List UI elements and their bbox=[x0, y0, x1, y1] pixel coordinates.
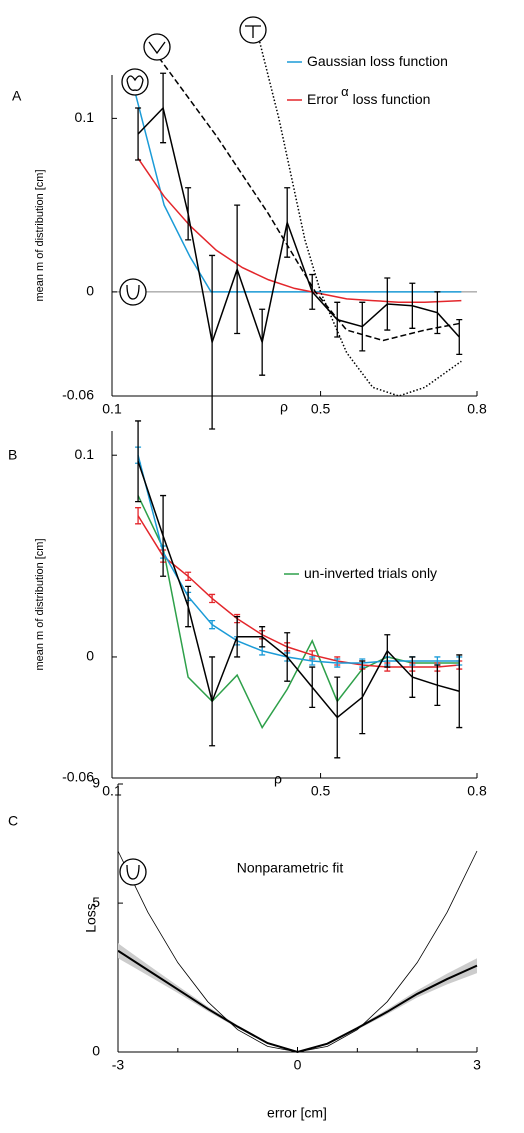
icon-shape bbox=[126, 75, 144, 91]
error-bar bbox=[334, 301, 341, 338]
icon bbox=[119, 858, 147, 886]
x-tick-label: 0.1 bbox=[102, 401, 122, 417]
panel-label: B bbox=[8, 447, 17, 463]
legend-label: un-inverted trials only bbox=[304, 565, 437, 581]
y-tick-label: -0.06 bbox=[62, 769, 94, 785]
error-bar bbox=[259, 626, 266, 648]
panel-label: A bbox=[12, 88, 22, 104]
legend-label: Error α loss function bbox=[307, 84, 430, 106]
icon bbox=[119, 278, 147, 306]
error-bar bbox=[234, 204, 241, 335]
error-bar bbox=[309, 656, 316, 666]
y-tick-label: 0 bbox=[86, 648, 94, 664]
error-bar bbox=[160, 72, 167, 144]
icon bbox=[143, 33, 171, 61]
error-bar bbox=[209, 593, 216, 604]
error-bar bbox=[135, 420, 142, 503]
x-tick-label: 0.5 bbox=[311, 783, 331, 799]
error-bar bbox=[209, 254, 216, 430]
legend-text: un-inverted trials only bbox=[304, 565, 437, 581]
series-line bbox=[137, 157, 462, 304]
series-line bbox=[137, 455, 460, 664]
panel-label: C bbox=[8, 813, 18, 829]
series-line bbox=[158, 57, 462, 342]
y-tick-label: 0 bbox=[86, 283, 94, 299]
y-axis-label: Loss bbox=[83, 903, 99, 933]
error-bar bbox=[309, 273, 316, 310]
error-bar bbox=[135, 507, 142, 525]
error-bar bbox=[334, 676, 341, 759]
x-tick-label: -3 bbox=[112, 1057, 125, 1073]
chart-title: Nonparametric fit bbox=[237, 860, 344, 876]
x-tick-label: 3 bbox=[473, 1057, 481, 1073]
error-bar bbox=[234, 615, 241, 658]
icon-shape bbox=[126, 284, 140, 300]
error-bar bbox=[359, 301, 366, 352]
icon bbox=[121, 68, 149, 96]
x-tick-label: 0.8 bbox=[467, 783, 487, 799]
error-bar bbox=[409, 282, 416, 329]
error-bar bbox=[284, 632, 291, 682]
y-tick-label: 0.1 bbox=[75, 109, 95, 125]
error-bar bbox=[309, 666, 316, 709]
x-axis-label: error [cm] bbox=[267, 1105, 327, 1121]
series-line bbox=[137, 106, 460, 346]
x-tick-label: 0.8 bbox=[467, 401, 487, 417]
legend-text: Gaussian loss function bbox=[307, 53, 448, 69]
error-bar bbox=[284, 187, 291, 258]
x-axis-label: ρ bbox=[280, 399, 288, 415]
icon-shape bbox=[126, 864, 140, 880]
error-bar bbox=[185, 585, 192, 628]
x-tick-label: 0.1 bbox=[102, 783, 122, 799]
series-line bbox=[137, 515, 460, 668]
x-tick-label: 0.5 bbox=[311, 401, 331, 417]
error-bar bbox=[185, 187, 192, 241]
error-bar bbox=[359, 660, 366, 735]
series-line bbox=[117, 949, 478, 1054]
error-bar bbox=[409, 656, 416, 698]
confidence-band bbox=[118, 943, 477, 1052]
series-line bbox=[257, 34, 462, 397]
error-bar bbox=[334, 658, 341, 668]
series-line bbox=[137, 461, 460, 719]
y-tick-label: 0.1 bbox=[75, 446, 95, 462]
legend-superscript: α bbox=[341, 84, 349, 99]
y-tick-label: 0 bbox=[92, 1043, 100, 1059]
error-bar bbox=[259, 308, 266, 376]
icons bbox=[119, 16, 267, 886]
x-tick-label: 0 bbox=[294, 1057, 302, 1073]
series-line bbox=[117, 850, 478, 1053]
error-bar bbox=[456, 654, 463, 729]
error-bar bbox=[456, 319, 463, 356]
error-bar bbox=[160, 494, 167, 577]
legend-text: loss function bbox=[353, 91, 431, 107]
legend-text: Error bbox=[307, 91, 338, 107]
series-line bbox=[132, 83, 462, 293]
error-bar bbox=[185, 571, 192, 581]
x-axis-label: ρ bbox=[274, 771, 282, 787]
y-axis-label: mean m of distribution [cm] bbox=[34, 538, 46, 670]
legend-label: Gaussian loss function bbox=[307, 53, 448, 69]
y-tick-label: 9 bbox=[92, 775, 100, 791]
y-axis-label: mean m of distribution [cm] bbox=[34, 169, 46, 301]
icon-shape bbox=[245, 25, 261, 38]
y-tick-label: -0.06 bbox=[62, 387, 94, 403]
error-bar bbox=[434, 291, 441, 335]
error-bar bbox=[209, 619, 216, 630]
error-bar bbox=[434, 664, 441, 707]
y-tick-label: 5 bbox=[92, 894, 100, 910]
error-bar bbox=[209, 656, 216, 747]
icon-shape bbox=[148, 41, 166, 55]
error-bar bbox=[135, 107, 142, 161]
error-bar bbox=[384, 277, 391, 331]
series-line bbox=[137, 495, 460, 730]
error-bar bbox=[384, 634, 391, 668]
